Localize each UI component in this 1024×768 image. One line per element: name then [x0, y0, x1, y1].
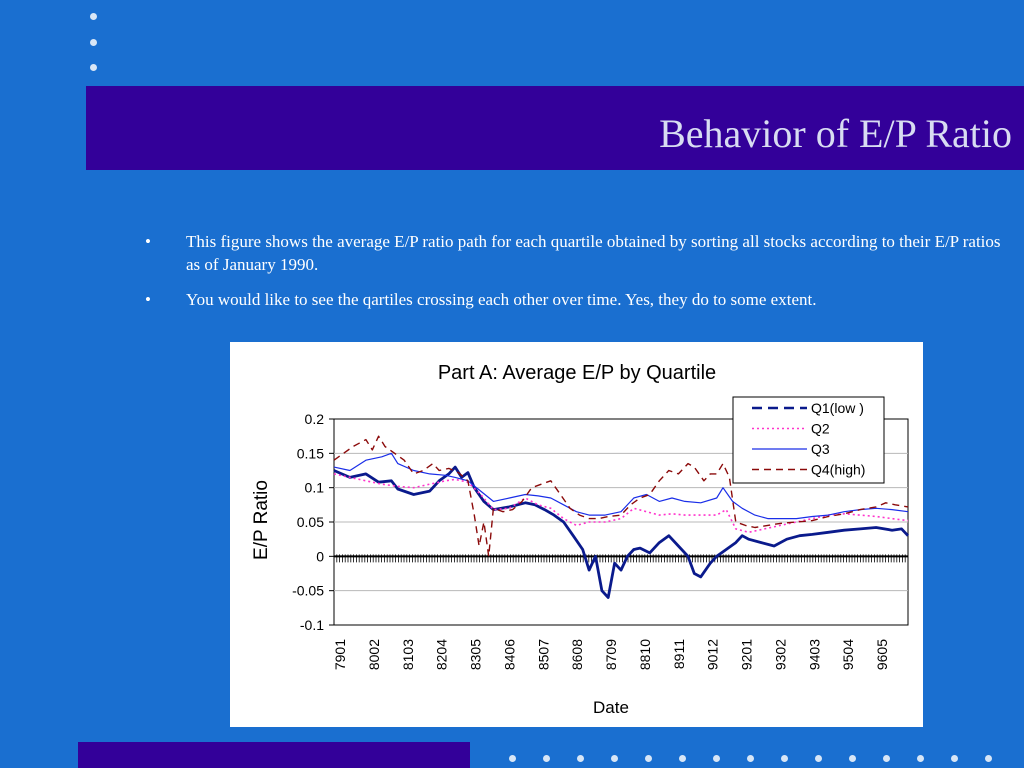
x-tick-label: 8810 — [637, 639, 653, 670]
bullet-text: This figure shows the average E/P ratio … — [186, 232, 1001, 274]
y-tick-label: -0.1 — [300, 617, 324, 633]
x-axis-minor-ticks — [333, 554, 909, 563]
decor-dot — [543, 755, 550, 762]
x-tick-label: 8406 — [501, 639, 517, 670]
legend-label: Q1(low ) — [811, 400, 864, 416]
decor-dot — [645, 755, 652, 762]
y-tick-label: 0.15 — [297, 445, 324, 461]
decor-dot — [679, 755, 686, 762]
decor-dot — [90, 64, 97, 71]
x-tick-label: 8002 — [366, 639, 382, 670]
bullet-list: • This figure shows the average E/P rati… — [145, 230, 1005, 323]
y-tick-label: -0.05 — [292, 583, 324, 599]
decor-dot — [849, 755, 856, 762]
x-tick-label: 8608 — [569, 639, 585, 670]
bullet-item: • This figure shows the average E/P rati… — [145, 230, 1005, 276]
legend-box — [732, 396, 885, 484]
x-tick-label: 9504 — [840, 639, 856, 670]
decor-dot — [577, 755, 584, 762]
decor-dot — [747, 755, 754, 762]
chart-container: Part A: Average E/P by Quartile E/P Rati… — [230, 342, 923, 727]
legend-label: Q3 — [811, 441, 830, 457]
y-axis-label: E/P Ratio — [251, 480, 272, 560]
x-tick-label: 8305 — [468, 639, 484, 670]
x-tick-label: 8507 — [535, 639, 551, 670]
bullet-text: You would like to see the qartiles cross… — [186, 290, 817, 309]
y-tick-label: 0.2 — [305, 411, 325, 427]
decor-dot — [90, 39, 97, 46]
decor-dot — [611, 755, 618, 762]
x-tick-label: 9012 — [705, 639, 721, 670]
x-tick-label: 8204 — [434, 639, 450, 670]
line-chart: Part A: Average E/P by Quartile E/P Rati… — [251, 362, 910, 717]
x-tick-label: 8911 — [671, 639, 687, 669]
decor-dot — [781, 755, 788, 762]
slide-title: Behavior of E/P Ratio — [659, 111, 1012, 156]
decor-dot — [713, 755, 720, 762]
title-band: Behavior of E/P Ratio — [86, 86, 1024, 170]
chart-legend: Q1(low ) Q2 Q3 Q4(high) — [732, 396, 885, 484]
chart-title: Part A: Average E/P by Quartile — [438, 362, 716, 384]
footer-band — [78, 742, 470, 768]
series-line — [333, 452, 909, 520]
x-tick-label: 9605 — [874, 639, 890, 670]
bullet-mark: • — [145, 232, 151, 251]
bullet-mark: • — [145, 290, 151, 309]
x-tick-label: 8709 — [603, 639, 619, 670]
legend-label: Q2 — [811, 421, 830, 437]
decor-dot — [951, 755, 958, 762]
x-tick-label: 9302 — [772, 639, 788, 670]
decor-dot — [90, 13, 97, 20]
legend-label: Q4(high) — [811, 462, 865, 478]
y-tick-label: 0.1 — [305, 480, 325, 496]
x-axis-label: Date — [593, 698, 629, 717]
series-line — [333, 435, 909, 557]
x-tick-label: 7901 — [332, 639, 348, 670]
decor-dot — [815, 755, 822, 762]
decor-dot — [985, 755, 992, 762]
x-tick-label: 9201 — [739, 639, 755, 670]
decor-dot — [509, 755, 516, 762]
decor-dot — [883, 755, 890, 762]
decor-dot — [917, 755, 924, 762]
x-tick-label: 8103 — [400, 639, 416, 670]
y-tick-label: 0 — [316, 548, 324, 564]
x-tick-label: 9403 — [806, 639, 822, 670]
y-tick-label: 0.05 — [297, 514, 324, 530]
bullet-item: • You would like to see the qartiles cro… — [145, 288, 1005, 311]
